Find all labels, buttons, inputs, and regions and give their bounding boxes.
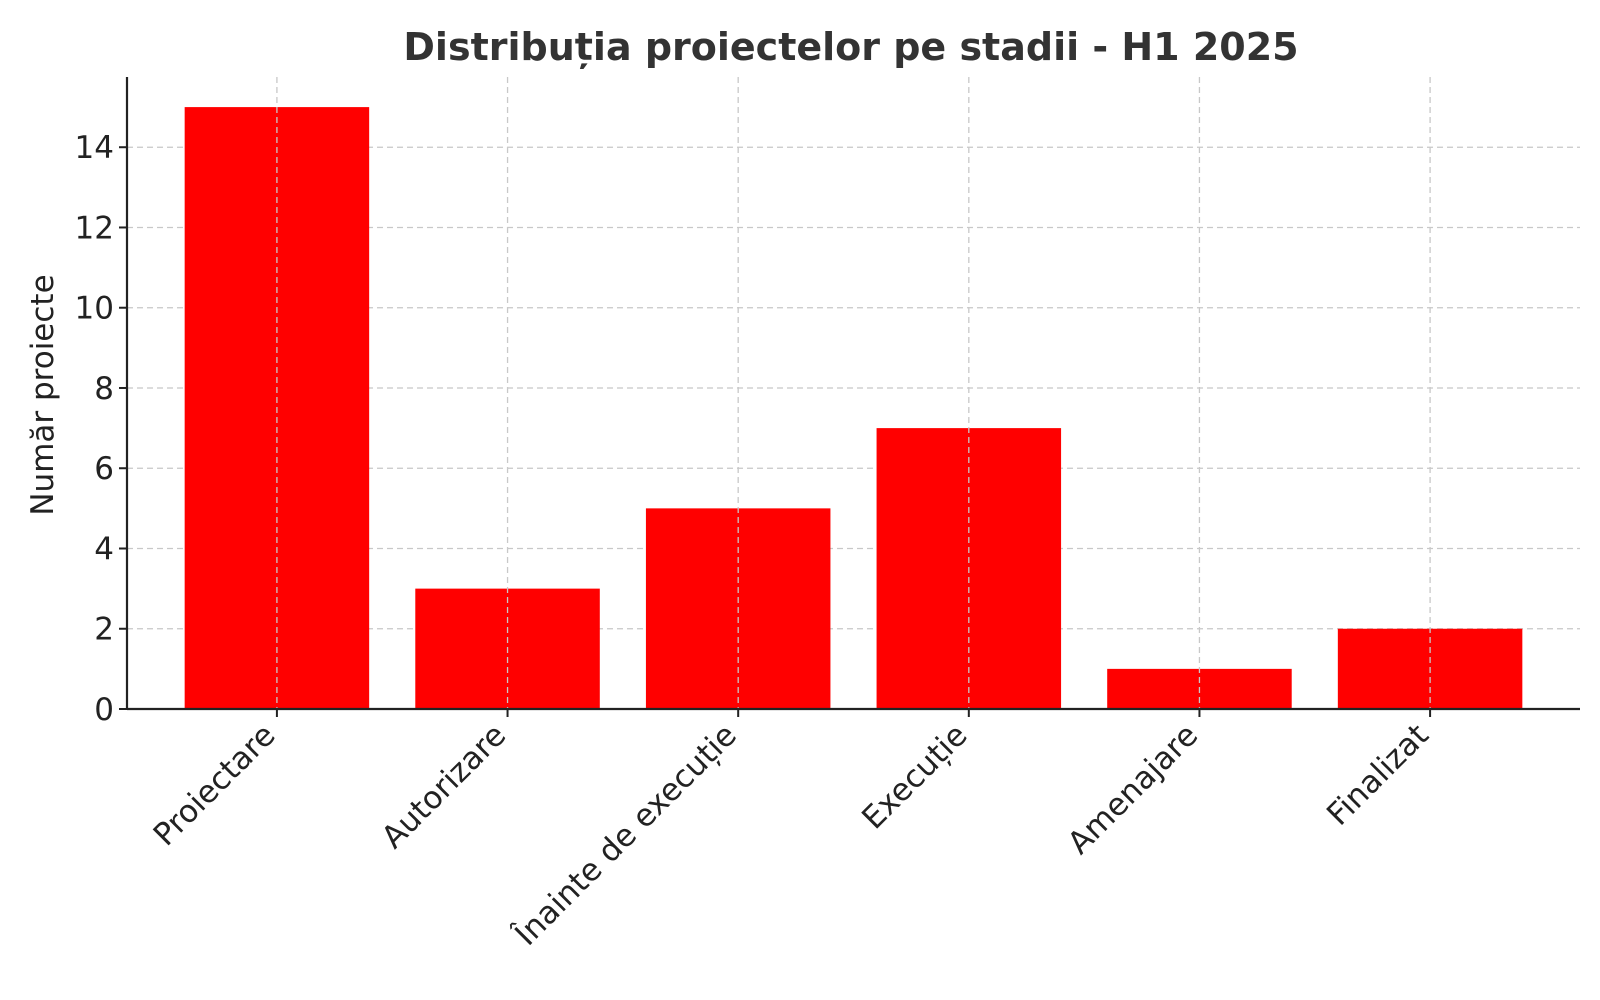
x-tick-label: Autorizare	[375, 717, 513, 855]
axes	[119, 77, 1580, 717]
bars	[184, 77, 1523, 710]
x-tick-label: Finalizat	[1320, 717, 1436, 833]
y-tick-label: 0	[94, 692, 114, 728]
y-tick-label: 14	[75, 130, 114, 166]
y-tick-label: 6	[94, 451, 114, 487]
x-tick-label: Execuție	[855, 717, 974, 836]
y-tick-labels: 0 2 4 6 8 10 12 14	[75, 130, 114, 728]
x-tick-label: Proiectare	[147, 717, 283, 853]
y-tick-label: 10	[75, 291, 114, 327]
chart-title: Distribuția proiectelor pe stadii - H1 2…	[403, 25, 1298, 69]
y-tick-label: 12	[75, 210, 114, 246]
x-tick-label: Amenajare	[1061, 717, 1205, 861]
y-tick-label: 8	[94, 371, 114, 407]
x-tick-label: Înainte de execuție	[507, 717, 743, 953]
y-tick-label: 2	[94, 612, 114, 648]
y-tick-label: 4	[94, 531, 114, 567]
y-axis-label: Număr proiecte	[25, 274, 61, 515]
